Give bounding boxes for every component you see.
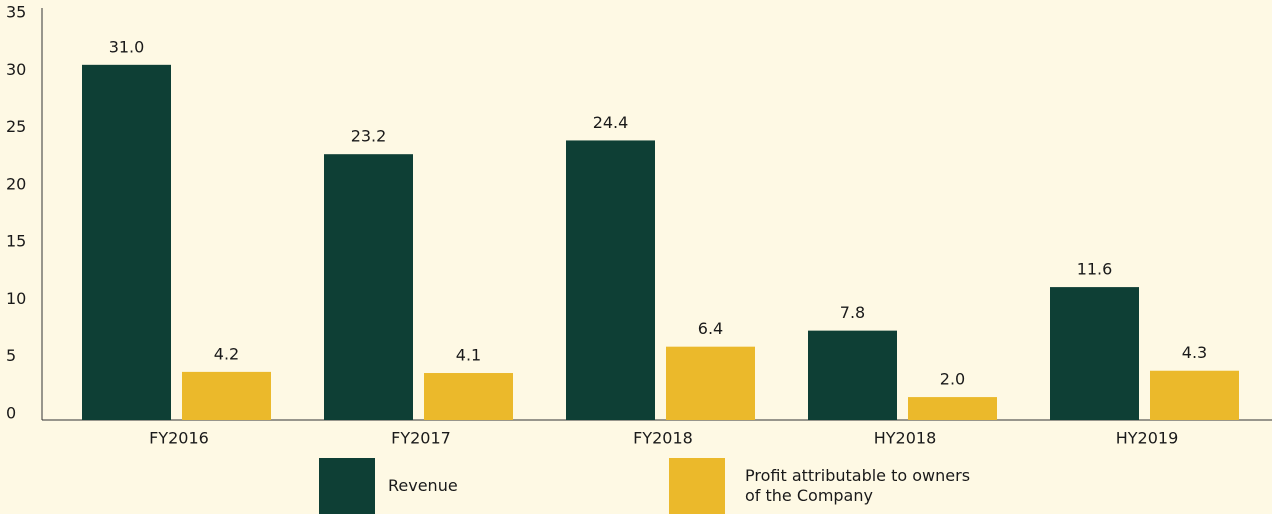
legend-label: Revenue bbox=[388, 476, 458, 495]
bar bbox=[324, 154, 413, 421]
value-label: 31.0 bbox=[109, 37, 145, 56]
value-label: 4.3 bbox=[1182, 343, 1207, 362]
bar bbox=[908, 397, 997, 420]
bar bbox=[1050, 287, 1139, 420]
bar bbox=[82, 64, 171, 420]
value-label: 7.8 bbox=[840, 303, 865, 322]
x-tick-label: FY2017 bbox=[391, 429, 451, 448]
value-label: 24.4 bbox=[593, 113, 629, 132]
value-label: 11.6 bbox=[1077, 260, 1113, 279]
x-tick-label: FY2018 bbox=[633, 429, 693, 448]
x-tick-label: FY2016 bbox=[149, 429, 209, 448]
bar bbox=[182, 371, 271, 420]
x-tick-label: HY2018 bbox=[874, 429, 937, 448]
legend-swatch bbox=[319, 458, 375, 514]
y-tick-label: 30 bbox=[6, 60, 26, 79]
value-label: 4.2 bbox=[214, 344, 239, 363]
x-tick-label: HY2019 bbox=[1116, 429, 1179, 448]
y-tick-label: 25 bbox=[6, 117, 26, 136]
y-tick-label: 20 bbox=[6, 174, 26, 193]
value-label: 23.2 bbox=[351, 127, 387, 146]
bar bbox=[666, 346, 755, 420]
y-tick-label: 35 bbox=[6, 3, 26, 22]
value-label: 4.1 bbox=[456, 346, 481, 365]
bar bbox=[424, 373, 513, 420]
y-tick-label: 5 bbox=[6, 346, 16, 365]
bar bbox=[566, 140, 655, 420]
bar bbox=[808, 330, 897, 420]
y-tick-label: 15 bbox=[6, 232, 26, 251]
legend-swatch bbox=[669, 458, 725, 514]
y-tick-label: 0 bbox=[6, 404, 16, 423]
y-tick-label: 10 bbox=[6, 289, 26, 308]
value-label: 2.0 bbox=[940, 370, 965, 389]
legend-label: Profit attributable to owners of the Com… bbox=[745, 466, 971, 505]
value-label: 6.4 bbox=[698, 319, 723, 338]
bar bbox=[1150, 370, 1239, 420]
